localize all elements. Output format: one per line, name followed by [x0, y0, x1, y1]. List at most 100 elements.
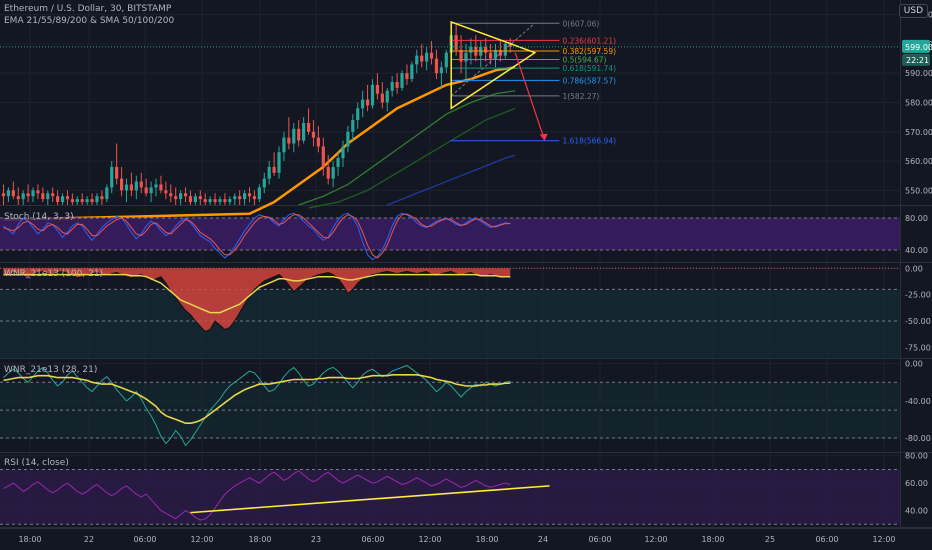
candle-body [306, 123, 311, 132]
candle-body [346, 131, 350, 147]
candle-body [267, 166, 271, 179]
fib-level-label: 0(607.06) [562, 19, 599, 28]
candle-body [390, 82, 394, 91]
candle-body [400, 73, 404, 88]
candle-body [154, 184, 158, 188]
candle-body [174, 196, 178, 200]
candle-body [169, 193, 173, 197]
candle-body [365, 99, 370, 106]
fib-level-label: 1(582.27) [562, 92, 599, 101]
candle-body [242, 193, 247, 200]
candle-body [75, 199, 79, 203]
candle-body [238, 196, 242, 200]
y-tick-label: -80.00 [905, 434, 931, 443]
wnr-100-signal [3, 273, 511, 314]
candle-body [375, 84, 380, 94]
candle-body [179, 193, 183, 200]
candle-body [252, 196, 257, 200]
x-tick-label: 12:00 [190, 535, 213, 544]
x-tick-label: 18:00 [701, 535, 724, 544]
moving-average-sma200 [387, 154, 516, 206]
candle-body [144, 187, 148, 194]
y-tick-label: -75.00 [905, 343, 931, 352]
candle-body [149, 187, 153, 194]
candle-body [331, 166, 335, 179]
candle-body [139, 181, 143, 188]
candle-body [469, 46, 473, 53]
fib-level-label: 0.236(601.21) [562, 36, 616, 45]
candle-body [203, 199, 207, 203]
candle-body [464, 52, 468, 62]
triangle-pattern [450, 20, 537, 110]
fib-level-label: 1.618(566.94) [562, 137, 616, 146]
wnr-28-signal-line [3, 374, 511, 424]
x-tick-label: 18:00 [475, 535, 498, 544]
candle-body [198, 196, 202, 200]
candle-body [159, 184, 163, 191]
y-tick-label: 0.00 [905, 360, 923, 369]
stoch-band [0, 218, 900, 250]
candle-body [459, 49, 463, 62]
candle-body [385, 90, 389, 103]
candle-body [100, 196, 104, 200]
candle-body [228, 199, 232, 203]
candle-body [395, 82, 399, 88]
candle-body [115, 166, 119, 179]
candle-body [262, 178, 266, 188]
x-tick-label: 12:00 [872, 535, 895, 544]
candle-body [356, 108, 360, 121]
fib-level-label: 0.618(591.74) [562, 64, 616, 73]
candle-body [429, 52, 434, 59]
x-tick-label: 06:00 [815, 535, 838, 544]
candle-body [361, 99, 365, 109]
candle-body [90, 199, 94, 203]
wnr-28-pane [0, 364, 900, 447]
candle-body [188, 196, 193, 203]
candle-body [302, 123, 306, 141]
projection-arrow [514, 52, 546, 141]
candle-body [415, 55, 419, 65]
wnr-28-legend: WNR_21e13 (28, 21) [4, 365, 98, 375]
candle-body [311, 131, 316, 138]
candle-body [484, 46, 488, 53]
wnr-28-wnr-line [3, 364, 511, 447]
rsi-legend: RSI (14, close) [4, 458, 69, 468]
symbol-title: Ethereum / U.S. Dollar, 30, BITSTAMP [4, 4, 172, 14]
candle-body [272, 166, 276, 173]
y-tick-label: 60.00 [905, 479, 928, 488]
y-tick-label: 590.00 [905, 69, 932, 78]
candle-body [508, 43, 512, 47]
x-tick-label: 06:00 [588, 535, 611, 544]
currency-button[interactable]: USD [898, 4, 928, 18]
fib-level-label: 0.5(594.67) [562, 56, 606, 65]
candle-body [16, 196, 20, 200]
candle-body [218, 199, 222, 203]
candle-body [326, 166, 330, 179]
candle-body [493, 49, 498, 59]
candle-body [1, 193, 6, 197]
candle-body [41, 193, 45, 200]
candle-body [336, 158, 340, 167]
candle-body [233, 196, 237, 200]
x-tick-label: 25 [765, 535, 775, 544]
candle-body [297, 128, 301, 141]
x-tick-label: 18:00 [18, 535, 41, 544]
fib-level-label: 0.382(597.59) [562, 47, 616, 56]
x-tick-label: 18:00 [248, 535, 271, 544]
rsi-band [0, 469, 900, 525]
y-tick-label: -25.00 [905, 291, 931, 300]
y-tick-label: 550.00 [905, 186, 932, 195]
candle-body [292, 128, 296, 144]
moving-average-sma100 [308, 107, 516, 209]
candle-body [70, 199, 74, 203]
y-tick-label: 80.00 [905, 452, 928, 461]
candle-body [503, 43, 507, 56]
wnr-100-legend: WNR_21e13 (100, 21) [4, 269, 104, 279]
candle-body [316, 137, 320, 147]
rsi-trendline [190, 485, 550, 514]
wnr-100-pane [0, 267, 900, 358]
candle-body [95, 196, 99, 203]
x-tick-label: 12:00 [644, 535, 667, 544]
candle-body [277, 152, 281, 173]
